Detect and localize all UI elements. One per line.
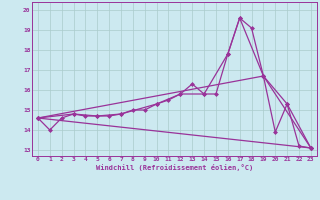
X-axis label: Windchill (Refroidissement éolien,°C): Windchill (Refroidissement éolien,°C) xyxy=(96,164,253,171)
